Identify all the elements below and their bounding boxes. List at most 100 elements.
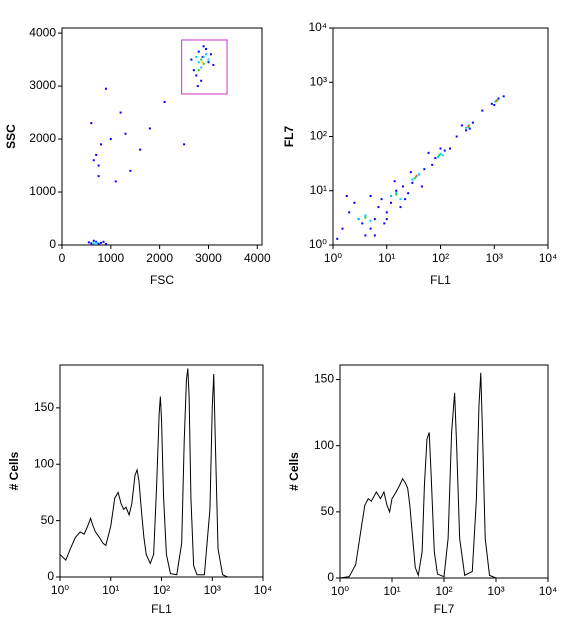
dot xyxy=(390,195,393,198)
x-axis-label: FL7 xyxy=(434,602,455,616)
dot xyxy=(212,63,215,66)
dot xyxy=(460,124,463,127)
y-axis-label: # Cells xyxy=(287,452,301,491)
x-tick-label: 1000 xyxy=(97,251,124,265)
dot xyxy=(195,55,198,58)
y-tick-label: 0 xyxy=(327,570,334,584)
dot xyxy=(207,58,210,61)
dot xyxy=(399,206,402,209)
y-tick-label: 10³ xyxy=(310,74,327,88)
y-tick-label: 150 xyxy=(34,400,54,414)
dot xyxy=(401,185,404,188)
dot xyxy=(415,174,418,177)
dot xyxy=(364,214,367,217)
dot xyxy=(490,102,493,105)
dot xyxy=(197,69,200,72)
x-tick-label: 10⁰ xyxy=(51,583,69,597)
y-tick-label: 150 xyxy=(314,372,334,386)
dot xyxy=(364,216,367,219)
dot xyxy=(192,69,195,72)
y-tick-label: 1000 xyxy=(29,184,56,198)
dot xyxy=(100,143,103,146)
dot xyxy=(468,127,471,130)
dot xyxy=(345,195,348,198)
y-tick-label: 50 xyxy=(41,513,55,527)
dot xyxy=(373,218,376,221)
dot xyxy=(202,45,205,48)
dot xyxy=(431,163,434,166)
dot xyxy=(341,227,344,230)
dot xyxy=(493,104,496,107)
x-tick-label: 2000 xyxy=(146,251,173,265)
dot xyxy=(441,154,444,157)
dot xyxy=(439,152,442,155)
dot xyxy=(414,175,417,178)
dot xyxy=(395,193,398,196)
dot xyxy=(434,157,437,160)
dot xyxy=(207,61,210,64)
dot xyxy=(100,241,103,244)
x-tick-label: 10⁴ xyxy=(539,584,558,598)
x-tick-label: 3000 xyxy=(195,251,222,265)
x-tick-label: 10¹ xyxy=(102,583,119,597)
dot xyxy=(104,87,107,90)
y-tick-label: 3000 xyxy=(29,78,56,92)
x-tick-label: 10¹ xyxy=(383,584,400,598)
dot xyxy=(92,239,95,242)
dot xyxy=(200,79,203,82)
dot xyxy=(102,240,105,243)
dot xyxy=(202,55,205,58)
dot xyxy=(369,227,372,230)
dot xyxy=(90,242,93,245)
dot xyxy=(465,126,468,129)
dot xyxy=(119,111,122,114)
dot xyxy=(139,148,142,151)
y-tick-label: 100 xyxy=(314,438,334,452)
x-tick-label: 10⁰ xyxy=(331,584,349,598)
plot-frame xyxy=(61,27,263,246)
x-tick-label: 10³ xyxy=(204,583,221,597)
histogram-line xyxy=(339,372,548,579)
dot xyxy=(205,53,208,56)
plot-frame xyxy=(332,27,549,246)
dot xyxy=(201,61,204,64)
dot xyxy=(190,58,193,61)
y-tick-label: 100 xyxy=(34,456,54,470)
dot xyxy=(92,159,95,162)
dot xyxy=(97,242,100,245)
dot xyxy=(95,153,98,156)
dot xyxy=(104,242,107,245)
dot xyxy=(494,100,497,103)
x-tick-label: 10² xyxy=(432,251,449,265)
dot xyxy=(395,189,398,192)
dot xyxy=(495,99,498,102)
y-tick-label: 50 xyxy=(321,504,335,518)
dot xyxy=(496,99,499,102)
x-tick-label: 10⁴ xyxy=(539,251,558,265)
y-axis-label: FL7 xyxy=(282,126,296,148)
x-tick-label: 10⁴ xyxy=(254,583,273,597)
dot xyxy=(497,97,500,100)
dot xyxy=(411,181,414,184)
dot xyxy=(195,74,198,77)
dot xyxy=(409,171,412,174)
y-tick-label: 4000 xyxy=(29,25,56,39)
dot xyxy=(369,195,372,198)
dot xyxy=(395,192,398,195)
dot xyxy=(196,85,199,88)
dot xyxy=(197,61,200,64)
dot xyxy=(361,222,364,225)
dot xyxy=(373,234,376,237)
x-axis-label: FSC xyxy=(150,273,174,287)
y-axis-label: # Cells xyxy=(7,451,21,490)
dot xyxy=(163,100,166,103)
y-tick-label: 2000 xyxy=(29,131,56,145)
dot xyxy=(383,222,386,225)
dot xyxy=(357,218,360,221)
dot xyxy=(369,219,372,222)
dot xyxy=(465,129,468,132)
dot xyxy=(443,149,446,152)
dot xyxy=(205,47,208,50)
dot xyxy=(124,132,127,135)
